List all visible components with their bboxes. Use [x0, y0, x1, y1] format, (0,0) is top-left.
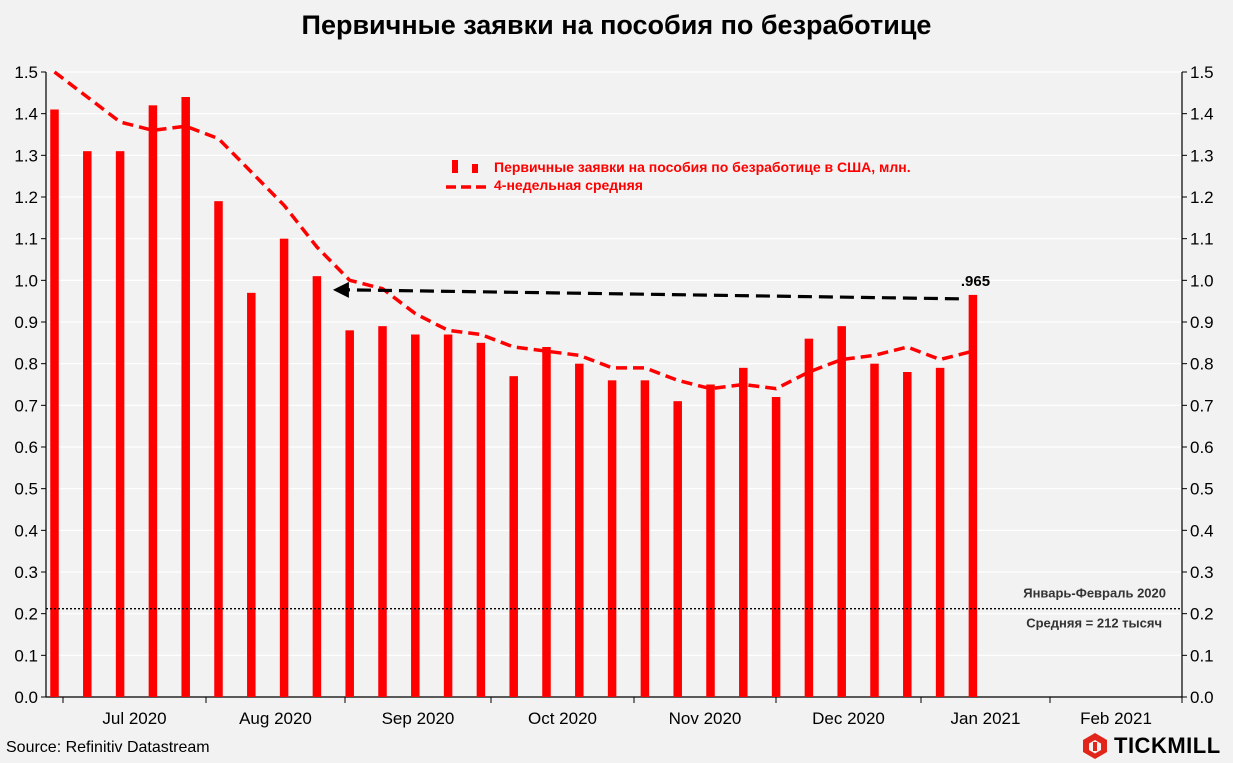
y-tick-label-left: 1.0 [14, 271, 38, 290]
reference-label-bottom: Средняя = 212 тысяч [1026, 616, 1162, 631]
x-tick-label: Oct 2020 [528, 709, 597, 728]
bar [804, 338, 814, 697]
y-tick-label-left: 0.3 [14, 563, 38, 582]
bar [247, 292, 256, 697]
y-tick-label-left: 0.7 [14, 396, 38, 415]
bar [509, 376, 518, 697]
bar [739, 367, 748, 697]
y-tick-label-left: 0.6 [14, 438, 38, 457]
bar [673, 401, 682, 697]
y-tick-label-right: 1.4 [1190, 105, 1214, 124]
bar [870, 363, 879, 697]
bar [214, 201, 223, 697]
bar [345, 330, 354, 697]
bar [837, 326, 846, 697]
y-tick-label-right: 0.8 [1190, 355, 1214, 374]
y-tick-label-left: 0.4 [14, 521, 38, 540]
y-tick-label-left: 0.0 [14, 688, 38, 707]
y-tick-label-right: 0.0 [1190, 688, 1214, 707]
x-tick-label: Dec 2020 [812, 709, 885, 728]
y-tick-label-left: 0.2 [14, 605, 38, 624]
y-tick-label-left: 1.3 [14, 146, 38, 165]
y-tick-label-left: 0.5 [14, 480, 38, 499]
y-tick-label-right: 1.1 [1190, 230, 1214, 249]
y-tick-label-left: 1.1 [14, 230, 38, 249]
annotation-label: .965 [961, 273, 990, 290]
bar [542, 347, 551, 697]
legend-bar-swatch [472, 164, 478, 173]
x-tick-label: Nov 2020 [669, 709, 742, 728]
bar [903, 372, 912, 697]
y-tick-label-right: 0.9 [1190, 313, 1214, 332]
average-line [53, 70, 974, 391]
y-tick-label-right: 0.1 [1190, 646, 1214, 665]
bar [575, 363, 584, 697]
bar [378, 326, 387, 697]
bar [706, 384, 715, 697]
legend-label-bars: Первичные заявки на пособия по безработи… [494, 159, 911, 175]
x-tick-label: Jan 2021 [951, 709, 1021, 728]
y-tick-label-left: 0.1 [14, 646, 38, 665]
y-tick-label-right: 0.5 [1190, 480, 1214, 499]
annotation-arrow-line [346, 288, 959, 301]
y-tick-label-right: 0.6 [1190, 438, 1214, 457]
legend-bar-swatch [452, 160, 458, 173]
bar [83, 151, 92, 697]
legend-label-average: 4-недельная средняя [494, 177, 643, 193]
x-tick-label: Feb 2021 [1080, 709, 1152, 728]
bar [476, 342, 486, 697]
source-note: Source: Refinitiv Datastream [6, 739, 210, 756]
y-tick-label-left: 1.5 [14, 63, 38, 82]
y-tick-label-right: 0.2 [1190, 605, 1214, 624]
reference-label-top: Январь-Февраль 2020 [1023, 586, 1166, 601]
y-tick-label-right: 0.3 [1190, 563, 1214, 582]
x-tick-label: Jul 2020 [102, 709, 166, 728]
y-tick-label-left: 0.8 [14, 355, 38, 374]
y-tick-label-right: 1.3 [1190, 146, 1214, 165]
y-tick-label-left: 1.4 [14, 105, 38, 124]
x-tick-label: Aug 2020 [239, 709, 312, 728]
bar [148, 105, 158, 698]
y-tick-label-right: 1.0 [1190, 271, 1214, 290]
bar [640, 380, 650, 697]
bar [771, 397, 781, 697]
bar [411, 334, 420, 697]
y-tick-label-left: 0.9 [14, 313, 38, 332]
bar [279, 238, 289, 697]
bar [968, 294, 978, 697]
y-tick-label-left: 1.2 [14, 188, 38, 207]
bar [181, 97, 190, 697]
tickmill-logo-icon [1083, 733, 1107, 759]
chart-title: Первичные заявки на пособия по безработи… [301, 10, 932, 40]
bar [50, 109, 59, 697]
bar [115, 151, 125, 697]
bar [312, 276, 322, 697]
brand-logo: TICKMILL [1082, 731, 1221, 761]
bar [935, 367, 945, 697]
y-tick-label-right: 1.2 [1190, 188, 1214, 207]
brand-name: TICKMILL [1114, 733, 1221, 758]
bar [607, 380, 617, 697]
y-tick-label-right: 0.7 [1190, 396, 1214, 415]
bar [443, 334, 453, 697]
y-tick-label-right: 0.4 [1190, 521, 1214, 540]
y-tick-label-right: 1.5 [1190, 63, 1214, 82]
annotation-arrow-head [332, 281, 349, 298]
x-tick-label: Sep 2020 [382, 709, 455, 728]
